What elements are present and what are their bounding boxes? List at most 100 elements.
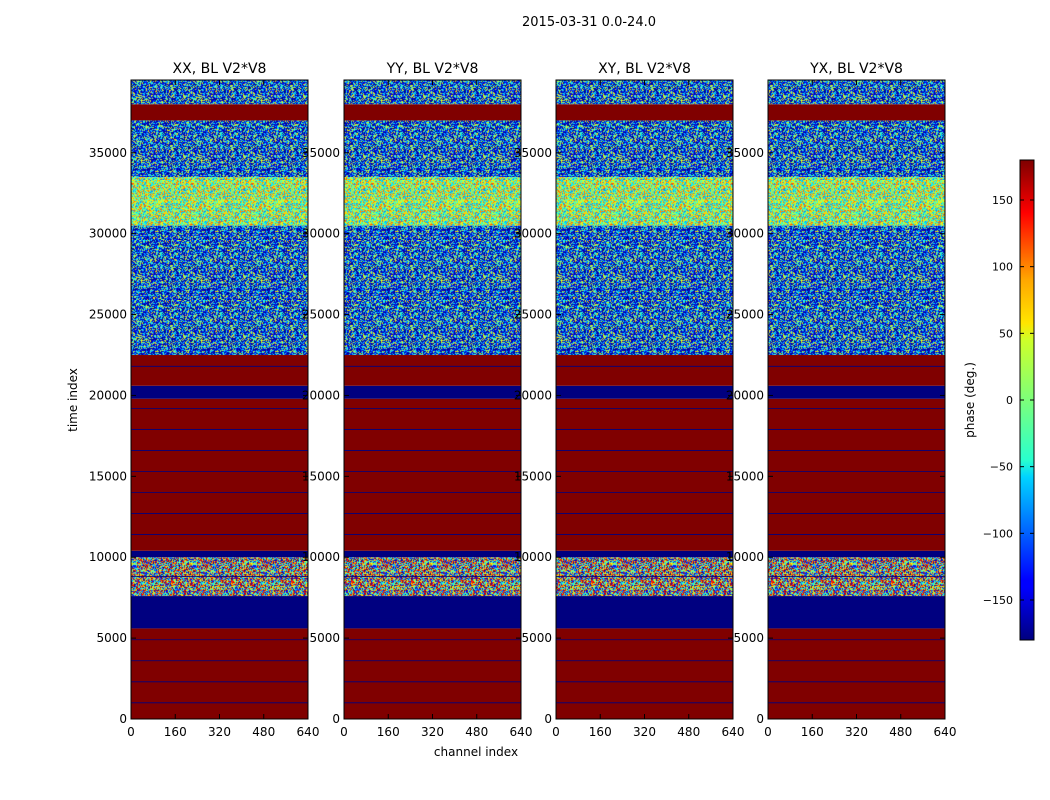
x-tick-label: 640 [297, 725, 320, 739]
band-rect [344, 104, 521, 121]
x-tick-label: 320 [633, 725, 656, 739]
band-rect [768, 628, 945, 719]
band-rect [344, 550, 521, 558]
panel-4: YX, BL V2*V8 0 160 320 480 640 0 5000 10000 15000… [726, 61, 957, 739]
y-tick-label: 25000 [302, 308, 340, 322]
band-rect [556, 550, 733, 558]
x-tick-label: 160 [377, 725, 400, 739]
x-tick-label: 160 [801, 725, 824, 739]
band-rect [131, 355, 308, 386]
y-tick-label: 10000 [514, 550, 552, 564]
band-rect [556, 628, 733, 719]
x-tick-label: 320 [421, 725, 444, 739]
band-rect [131, 120, 308, 178]
x-tick-label: 160 [164, 725, 187, 739]
x-tick-label: 0 [764, 725, 772, 739]
band-rect [556, 120, 733, 178]
y-tick-label: 0 [756, 712, 764, 726]
band-rect [344, 385, 521, 399]
y-tick-label: 5000 [96, 631, 127, 645]
y-tick-label: 0 [332, 712, 340, 726]
band-rect [344, 398, 521, 551]
x-tick-label: 0 [552, 725, 560, 739]
y-tick-label: 20000 [726, 388, 764, 402]
y-tick-label: 5000 [733, 631, 764, 645]
x-tick-label: 640 [510, 725, 533, 739]
y-tick-label: 0 [119, 712, 127, 726]
band-rect [131, 104, 308, 121]
colorbar-tick-label: −150 [983, 594, 1013, 607]
x-tick-label: 480 [677, 725, 700, 739]
x-tick-label: 0 [340, 725, 348, 739]
y-tick-label: 10000 [726, 550, 764, 564]
y-tick-label: 0 [544, 712, 552, 726]
band-rect [131, 385, 308, 399]
x-tick-label: 480 [465, 725, 488, 739]
y-tick-label: 10000 [302, 550, 340, 564]
colorbar-tick-label: 50 [999, 327, 1013, 340]
band-rect [556, 385, 733, 399]
y-tick-label: 35000 [89, 146, 127, 160]
panel-title: YX, BL V2*V8 [809, 61, 903, 77]
x-tick-label: 640 [722, 725, 745, 739]
colorbar-tick-label: 100 [992, 261, 1013, 274]
colorbar-tick-label: −50 [990, 461, 1013, 474]
y-tick-label: 20000 [89, 388, 127, 402]
y-tick-label: 15000 [89, 469, 127, 483]
band-rect [768, 355, 945, 386]
panel-title: XX, BL V2*V8 [173, 61, 267, 77]
band-rect [344, 596, 521, 629]
band-rect [768, 385, 945, 399]
band-rect [768, 225, 945, 356]
y-tick-label: 35000 [302, 146, 340, 160]
band-rect [768, 177, 945, 226]
band-rect [556, 355, 733, 386]
y-tick-label: 25000 [726, 308, 764, 322]
panel-3: XY, BL V2*V8 0 160 320 480 640 0 5000 10000 15000… [514, 61, 745, 739]
y-tick-label: 5000 [309, 631, 340, 645]
band-rect [768, 398, 945, 551]
band-rect [556, 177, 733, 226]
colorbar-tick-label: −100 [983, 527, 1013, 540]
colorbar: phase (deg.) −150 −100 −50 0 50 100 150 [963, 159, 1035, 641]
band-rect [344, 177, 521, 226]
x-tick-label: 0 [127, 725, 135, 739]
band-rect [131, 398, 308, 551]
x-tick-label: 320 [845, 725, 868, 739]
panel-title: YY, BL V2*V8 [386, 61, 479, 77]
x-tick-label: 320 [208, 725, 231, 739]
band-rect [344, 355, 521, 386]
panel-2: YY, BL V2*V8 0 160 320 480 640 0 5000 10000 15000… [302, 61, 533, 739]
band-rect [768, 104, 945, 121]
y-tick-label: 10000 [89, 550, 127, 564]
colorbar-tick-label: 150 [992, 194, 1013, 207]
band-rect [556, 104, 733, 121]
band-rect [344, 628, 521, 719]
y-tick-label: 20000 [302, 388, 340, 402]
x-axis-label: channel index [434, 745, 518, 759]
y-axis-label: time index [66, 368, 80, 432]
panels: XX, BL V2*V8 0 160 320 480 640 0 5000 10000 15000… [89, 61, 957, 739]
band-rect [344, 120, 521, 178]
y-tick-label: 25000 [514, 308, 552, 322]
y-tick-label: 30000 [302, 227, 340, 241]
y-tick-label: 30000 [514, 227, 552, 241]
y-tick-label: 35000 [726, 146, 764, 160]
y-tick-label: 5000 [521, 631, 552, 645]
colorbar-label: phase (deg.) [963, 362, 977, 438]
y-tick-label: 20000 [514, 388, 552, 402]
y-tick-label: 15000 [514, 469, 552, 483]
band-rect [131, 550, 308, 558]
panel-1: XX, BL V2*V8 0 160 320 480 640 0 5000 10000 15000… [89, 61, 320, 739]
band-rect [768, 550, 945, 558]
band-rect [131, 177, 308, 226]
colorbar-tick-label: 0 [1006, 394, 1013, 407]
x-tick-label: 480 [889, 725, 912, 739]
band-rect [556, 398, 733, 551]
band-rect [768, 120, 945, 178]
y-tick-label: 30000 [89, 227, 127, 241]
y-tick-label: 15000 [726, 469, 764, 483]
x-tick-label: 640 [934, 725, 957, 739]
x-tick-label: 480 [252, 725, 275, 739]
